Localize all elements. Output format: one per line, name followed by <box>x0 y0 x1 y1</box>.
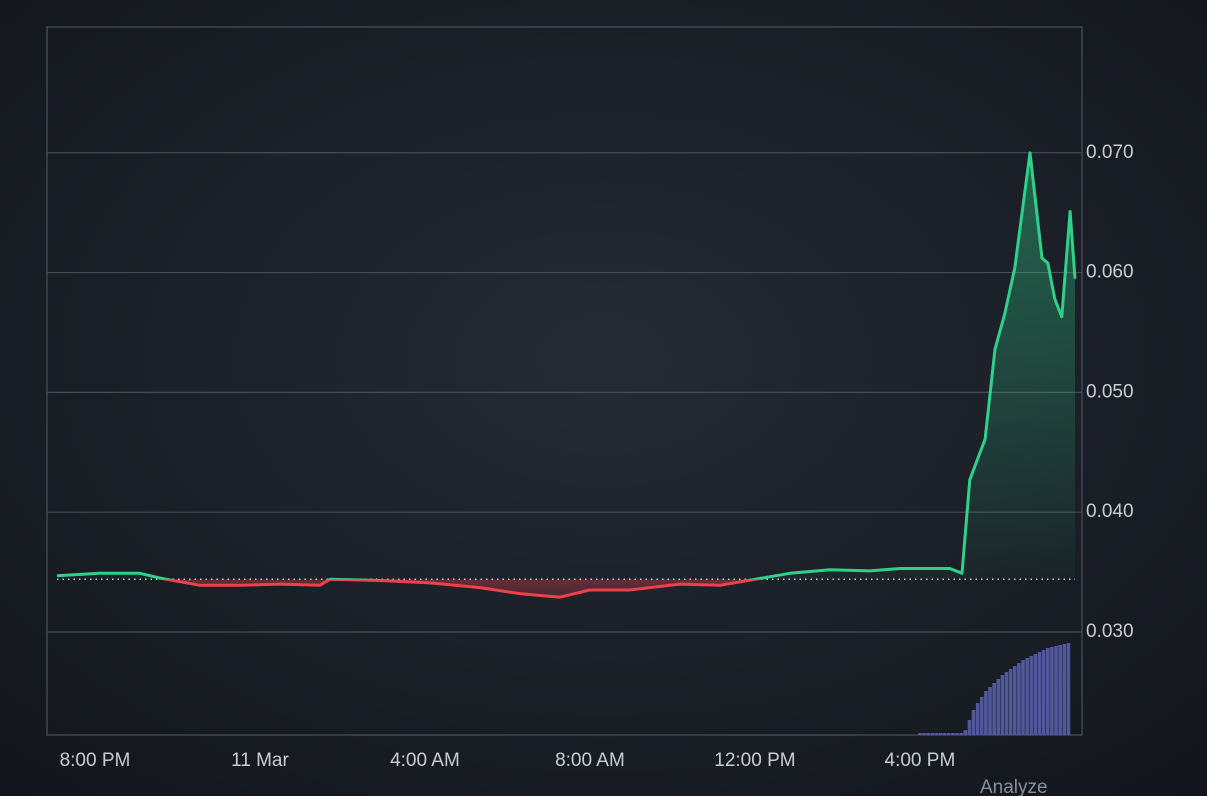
volume-bar <box>1008 669 1013 735</box>
volume-bar <box>967 720 972 735</box>
y-tick-label: 0.050 <box>1086 381 1134 402</box>
volume-bar <box>1017 663 1021 735</box>
price-line <box>56 151 1077 599</box>
volume-bar <box>984 691 988 735</box>
price-area <box>57 152 1075 598</box>
volume-bar <box>988 687 992 735</box>
volume-bar <box>1004 672 1009 735</box>
volume-bar <box>975 703 980 735</box>
volume-bar <box>1025 658 1029 735</box>
y-tick-label: 0.070 <box>1086 142 1134 163</box>
y-tick-label: 0.060 <box>1086 262 1134 283</box>
volume-bar <box>1041 650 1046 735</box>
volume-bar <box>959 733 963 735</box>
volume-bar <box>971 710 976 735</box>
x-tick-label: 11 Mar <box>231 750 289 771</box>
x-tick-label: 12:00 PM <box>714 750 795 771</box>
volume-bar <box>1066 643 1071 735</box>
y-tick-label: 0.030 <box>1086 621 1134 642</box>
volume-bar <box>918 733 922 735</box>
x-tick-label: 4:00 AM <box>390 750 460 771</box>
x-tick-label: 4:00 PM <box>885 750 956 771</box>
volume-bar <box>946 733 951 735</box>
y-tick-label: 0.040 <box>1086 501 1134 522</box>
volume-bar <box>1012 666 1017 735</box>
volume-bar <box>979 697 984 735</box>
volume-bar <box>930 733 935 735</box>
volume-bar <box>1000 675 1005 735</box>
plot-frame <box>46 26 1083 736</box>
volume-bar <box>1029 656 1034 735</box>
volume-bar <box>951 733 955 735</box>
x-tick-label: 8:00 PM <box>60 750 131 771</box>
volume-bar <box>1021 660 1025 735</box>
volume-bar <box>938 733 943 735</box>
volume-bar <box>1054 646 1058 735</box>
volume-bar <box>1037 652 1042 735</box>
volume-bar <box>1062 644 1067 735</box>
x-tick-label: 8:00 AM <box>555 750 625 771</box>
volume-bar <box>942 733 947 735</box>
volume-bar <box>955 733 959 735</box>
volume-bar <box>1033 654 1038 735</box>
volume-bar <box>1045 648 1050 735</box>
volume-bar <box>922 733 926 735</box>
volume-bar <box>1050 647 1054 735</box>
volume-bar <box>926 733 930 735</box>
volume-bar <box>963 730 968 735</box>
volume-bar <box>996 679 1001 735</box>
volume-bar <box>934 733 939 735</box>
volume-bar <box>992 683 996 735</box>
volume-bar <box>1058 645 1062 735</box>
analyze-button[interactable]: Analyze <box>980 777 1048 796</box>
